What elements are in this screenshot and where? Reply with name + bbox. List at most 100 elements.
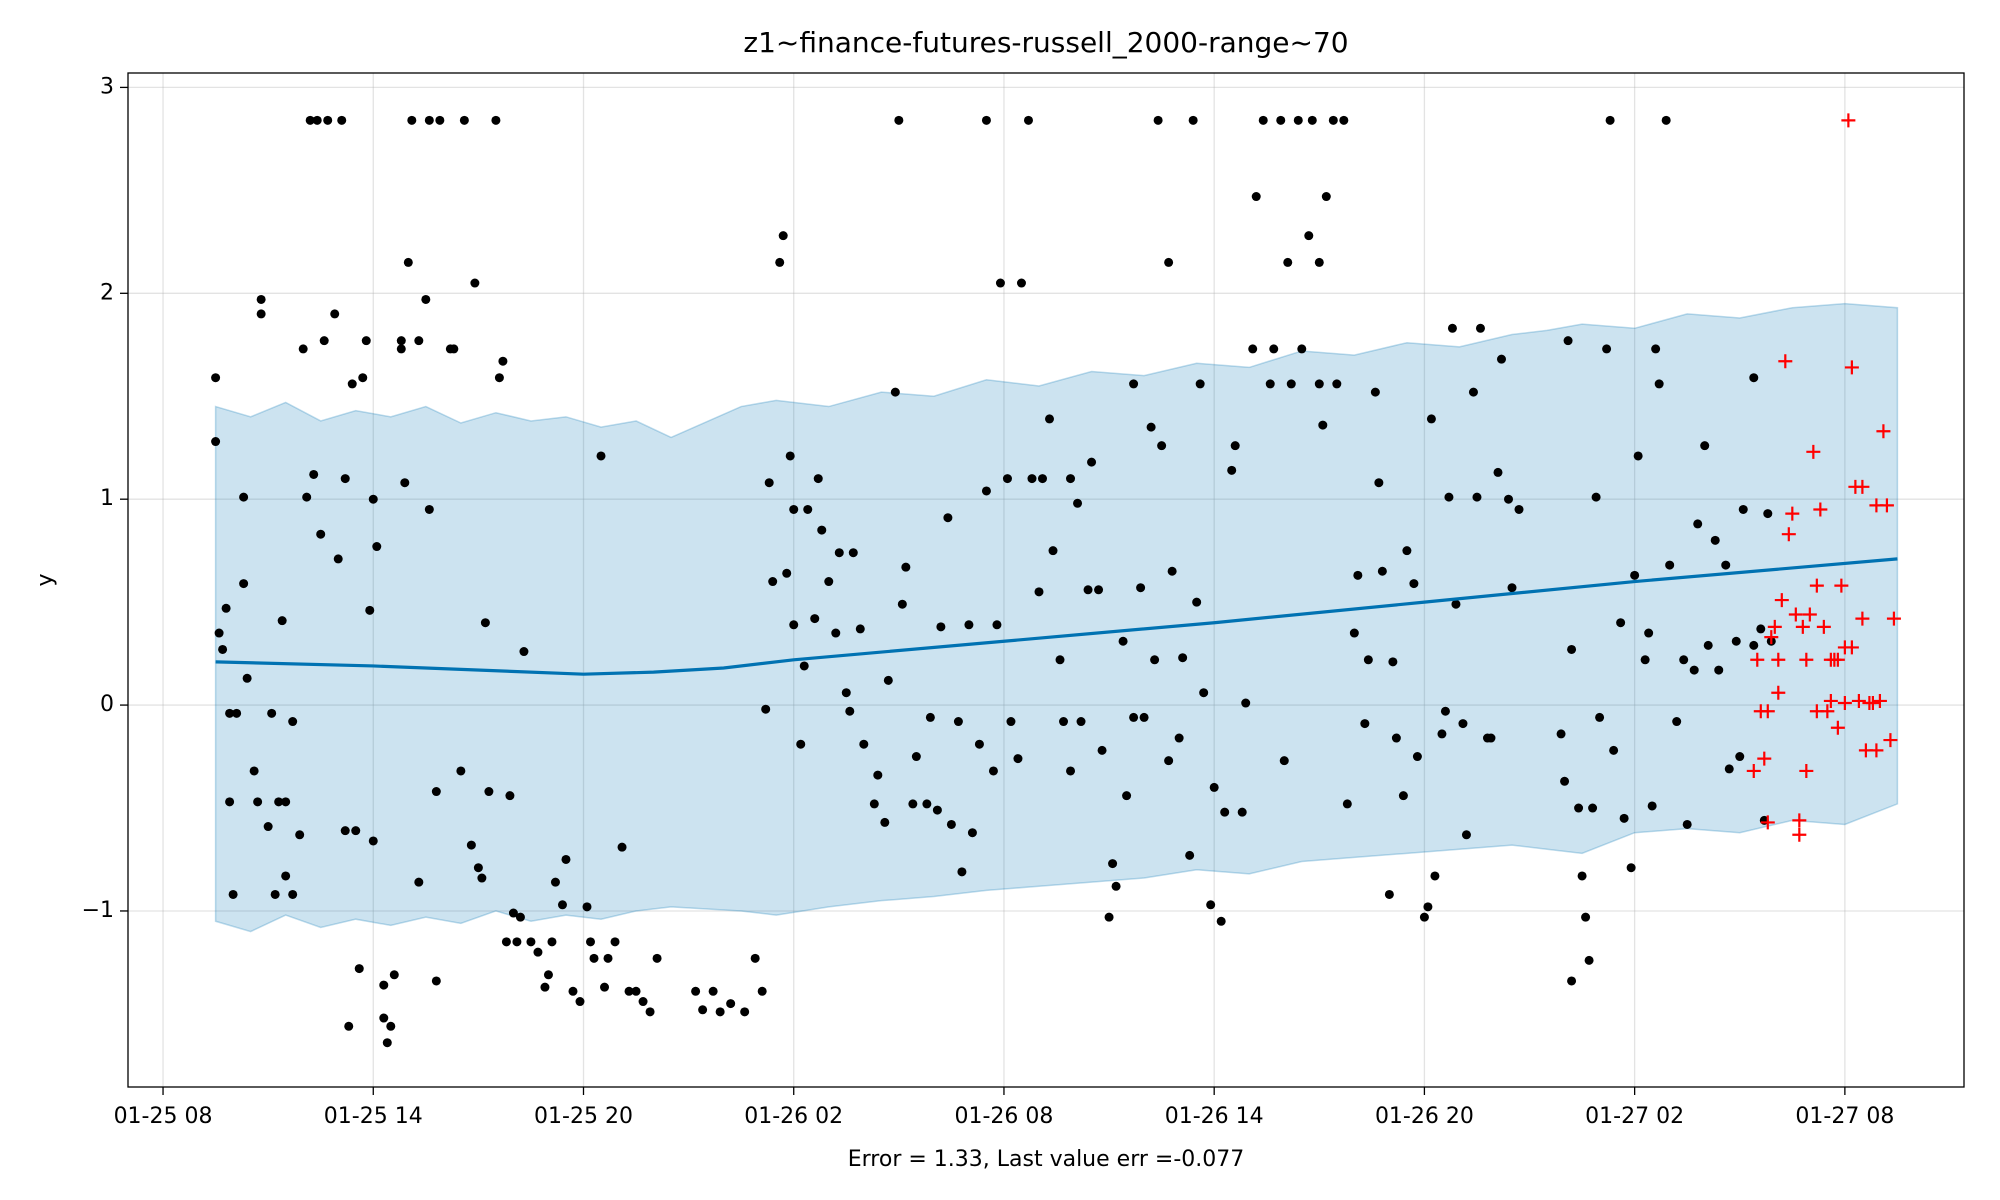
history-point <box>515 912 525 922</box>
history-point <box>1644 628 1654 638</box>
history-point <box>810 614 820 624</box>
history-point <box>508 908 518 918</box>
history-point <box>1199 688 1209 698</box>
history-point <box>596 451 606 461</box>
history-point <box>242 673 252 683</box>
y-tick-label: 3 <box>100 74 114 99</box>
history-point <box>645 1007 655 1017</box>
forecast-point <box>1872 693 1887 708</box>
history-point <box>1360 719 1370 729</box>
history-point <box>1731 636 1741 646</box>
history-point <box>964 620 974 630</box>
history-point <box>414 877 424 887</box>
history-point <box>312 115 322 125</box>
history-point <box>561 854 571 864</box>
history-point <box>1087 457 1097 467</box>
history-point <box>957 867 967 877</box>
history-point <box>1567 644 1577 654</box>
history-point <box>1374 478 1384 488</box>
history-point <box>1468 387 1478 397</box>
forecast-point <box>1767 619 1782 634</box>
history-point <box>1013 754 1023 764</box>
history-point <box>1475 323 1485 333</box>
history-point <box>1430 871 1440 881</box>
history-point <box>221 603 231 613</box>
history-point <box>1444 492 1454 502</box>
history-point <box>768 577 778 587</box>
history-point <box>333 554 343 564</box>
forecast-point <box>1844 640 1859 655</box>
history-point <box>901 562 911 572</box>
history-point <box>897 599 907 609</box>
history-point <box>1486 733 1496 743</box>
history-point <box>1342 799 1352 809</box>
history-point <box>1507 583 1517 593</box>
x-tick-label: 01-26 08 <box>954 1104 1053 1129</box>
y-tick-label: 0 <box>100 692 114 717</box>
history-point <box>1146 422 1156 432</box>
history-point <box>435 115 445 125</box>
history-point <box>424 115 434 125</box>
history-point <box>351 826 361 836</box>
forecast-point <box>1844 360 1859 375</box>
history-point <box>589 953 599 963</box>
history-point <box>789 504 799 514</box>
forecast-point <box>1771 652 1786 667</box>
history-point <box>1185 850 1195 860</box>
history-point <box>1595 712 1605 722</box>
history-point <box>1318 420 1328 430</box>
history-point <box>1314 379 1324 389</box>
history-point <box>347 379 357 389</box>
history-point <box>1094 585 1104 595</box>
history-point <box>1353 570 1363 580</box>
history-point <box>1437 729 1447 739</box>
history-point <box>824 577 834 587</box>
chart-title: z1~finance-futures-russell_2000-range~70 <box>743 26 1348 59</box>
history-point <box>1591 492 1601 502</box>
history-point <box>1426 414 1436 424</box>
forecast-point <box>1760 815 1775 830</box>
x-tick-label: 01-27 08 <box>1795 1104 1894 1129</box>
history-point <box>1640 655 1650 665</box>
history-point <box>1083 585 1093 595</box>
forecast-point <box>1834 578 1849 593</box>
history-point <box>211 373 221 383</box>
history-point <box>1265 379 1275 389</box>
history-point <box>1002 474 1012 484</box>
forecast-point <box>1823 693 1838 708</box>
history-point <box>1605 115 1615 125</box>
history-point <box>1314 257 1324 267</box>
history-point <box>1567 976 1577 986</box>
history-point <box>424 504 434 514</box>
forecast-point <box>1792 813 1807 828</box>
x-tick-label: 01-25 20 <box>534 1104 633 1129</box>
y-tick-label: −1 <box>82 898 114 923</box>
history-point <box>775 257 785 267</box>
history-point <box>778 231 788 241</box>
history-point <box>498 356 508 366</box>
history-point <box>1164 756 1174 766</box>
history-point <box>726 999 736 1009</box>
history-point <box>1220 807 1230 817</box>
forecast-point <box>1795 619 1810 634</box>
history-point <box>1066 766 1076 776</box>
history-point <box>1321 192 1331 202</box>
x-tick-label: 01-26 20 <box>1375 1104 1474 1129</box>
forecast-point <box>1792 827 1807 842</box>
forecast-point <box>1865 696 1880 711</box>
history-point <box>1108 859 1118 869</box>
history-point <box>1328 115 1338 125</box>
history-point <box>992 620 1002 630</box>
history-point <box>1016 278 1026 288</box>
history-point <box>239 492 249 502</box>
history-point <box>1283 257 1293 267</box>
forecast-point <box>1879 498 1894 513</box>
history-point <box>323 115 333 125</box>
history-point <box>1248 344 1258 354</box>
history-point <box>414 336 424 346</box>
history-point <box>1633 451 1643 461</box>
history-point <box>1419 912 1429 922</box>
history-point <box>368 494 378 504</box>
history-point <box>232 708 242 718</box>
